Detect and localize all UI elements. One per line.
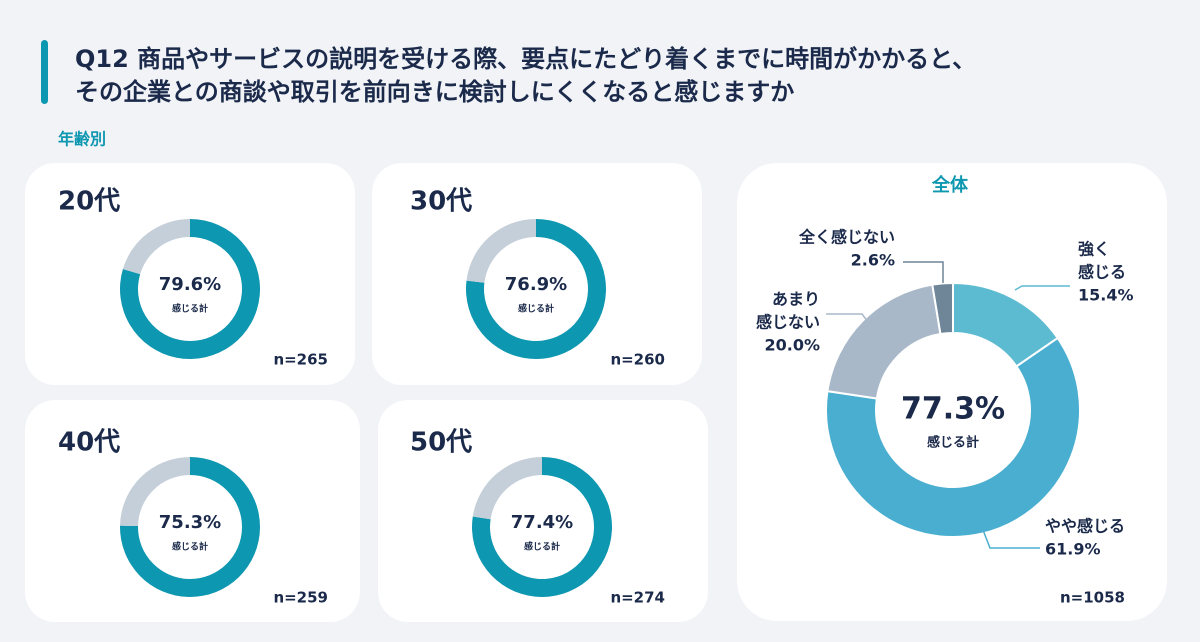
category-label: 強く <box>1078 240 1110 259</box>
donut-segment <box>122 219 190 275</box>
chart-title: 30代 <box>410 187 472 217</box>
category-label: やや感じる <box>1045 517 1125 536</box>
title-accent <box>41 40 48 104</box>
sample-size: n=259 <box>273 589 328 607</box>
card <box>737 163 1167 621</box>
leader-line <box>903 261 944 283</box>
center-caption: 感じる計 <box>524 541 560 553</box>
chart-title: 全体 <box>931 174 969 196</box>
category-label: 感じない <box>756 313 820 332</box>
donut-segment <box>931 281 954 336</box>
leader-line <box>1014 285 1070 291</box>
donut-segment <box>120 457 190 527</box>
center-value: 76.9% <box>505 274 567 295</box>
sample-size: n=265 <box>273 351 328 369</box>
category-label: 全く感じない <box>798 228 895 247</box>
card <box>378 400 708 622</box>
value-label: 15.4% <box>1078 286 1134 305</box>
center-value: 77.4% <box>511 512 573 533</box>
category-label: 感じる <box>1078 263 1126 282</box>
sample-size: n=274 <box>610 589 665 607</box>
title-line: その企業との商談や取引を前向きに検討しにくくなると感じますか <box>75 78 794 106</box>
donut-segment <box>825 336 1081 538</box>
center-value: 75.3% <box>159 512 221 533</box>
card <box>25 163 355 385</box>
card <box>25 400 360 622</box>
center-caption: 感じる計 <box>927 435 979 451</box>
section-label: 年齢別 <box>58 130 106 149</box>
chart-title: 20代 <box>58 187 120 217</box>
leader-line <box>826 313 869 323</box>
donut-segment <box>472 457 542 520</box>
category-label: あまり <box>772 290 820 309</box>
center-value: 77.3% <box>901 392 1005 427</box>
donut-segment <box>466 219 536 283</box>
value-label: 61.9% <box>1045 540 1101 559</box>
center-value: 79.6% <box>159 274 221 295</box>
leader-line <box>982 529 1040 549</box>
center-caption: 感じる計 <box>172 541 208 553</box>
center-caption: 感じる計 <box>518 303 554 315</box>
title-line: Q12 商品やサービスの説明を受ける際、要点にたどり着くまでに時間がかかると、 <box>75 45 976 73</box>
value-label: 2.6% <box>851 251 895 270</box>
center-caption: 感じる計 <box>172 303 208 315</box>
value-label: 20.0% <box>764 336 820 355</box>
chart-title: 40代 <box>58 428 120 458</box>
sample-size: n=1058 <box>1060 589 1125 607</box>
card <box>372 163 702 385</box>
chart-title: 50代 <box>410 428 472 458</box>
sample-size: n=260 <box>610 351 665 369</box>
